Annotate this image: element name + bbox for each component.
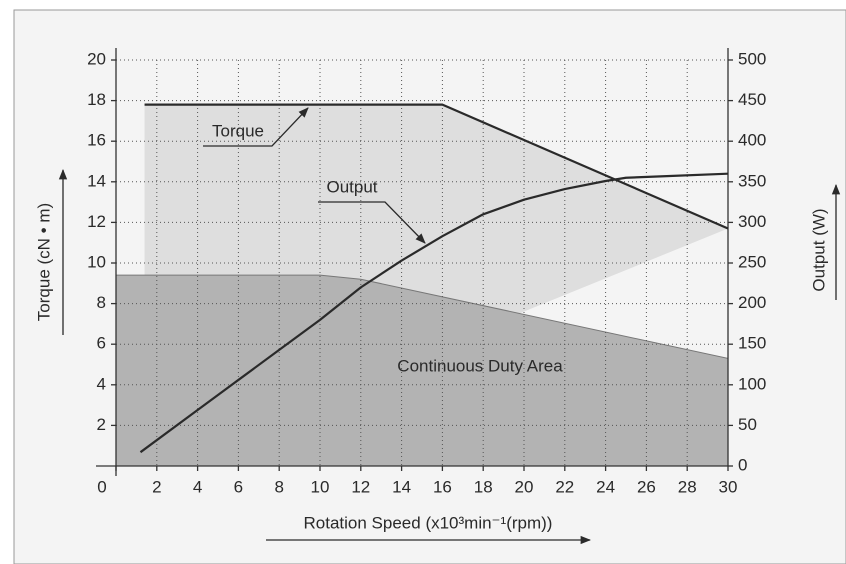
y-tick-label: 16 [87,131,106,150]
x-tick-label: 12 [351,477,370,496]
y-tick-label: 12 [87,212,106,231]
x-tick-label: 2 [152,477,161,496]
output-leader [318,201,426,244]
line-1 [139,172,729,454]
x-tick-label: 14 [392,477,411,496]
y-tick-label: 8 [97,293,106,312]
area-label: Continuous Duty Area [397,356,563,375]
x-tick-label: 10 [311,477,330,496]
torque-label: Torque [212,121,264,140]
x-tick-label: 0 [97,477,106,496]
y2-tick-label: 400 [738,131,766,150]
x-tick-label: 28 [678,477,697,496]
x-tick-label: 24 [596,477,615,496]
torque-leader [203,107,309,147]
y2-tick-label: 500 [738,49,766,68]
y2-tick-label: 50 [738,415,757,434]
y-tick-label: 6 [97,334,106,353]
x-tick-label: 16 [433,477,452,496]
output-label: Output [326,177,377,196]
y2-tick-label: 100 [738,374,766,393]
y-tick-label: 20 [87,49,106,68]
y-tick-label: 4 [97,374,106,393]
x-tick-label: 18 [474,477,493,496]
y-tick-label: 2 [97,415,106,434]
y2-tick-label: 200 [738,293,766,312]
x-tick-label: 4 [193,477,202,496]
y2-tick-label: 0 [738,455,747,474]
x-axis-title: Rotation Speed (x10³min⁻¹(rpm)) [304,513,553,532]
y-tick-label: 10 [87,252,106,271]
y2-tick-label: 450 [738,90,766,109]
x-tick-label: 6 [234,477,243,496]
y-tick-label: 18 [87,90,106,109]
x-tick-label: 22 [555,477,574,496]
y2-tick-label: 250 [738,252,766,271]
y-axis-title: Torque (cN • m) [34,203,53,321]
line-0 [144,103,729,230]
y2-tick-label: 150 [738,334,766,353]
x-tick-label: 30 [719,477,738,496]
x-tick-label: 8 [274,477,283,496]
y2-tick-label: 300 [738,212,766,231]
x-tick-label: 26 [637,477,656,496]
x-tick-label: 20 [515,477,534,496]
y2-tick-label: 350 [738,171,766,190]
y-tick-label: 14 [87,171,106,190]
y2-axis-title: Output (W) [809,208,828,291]
